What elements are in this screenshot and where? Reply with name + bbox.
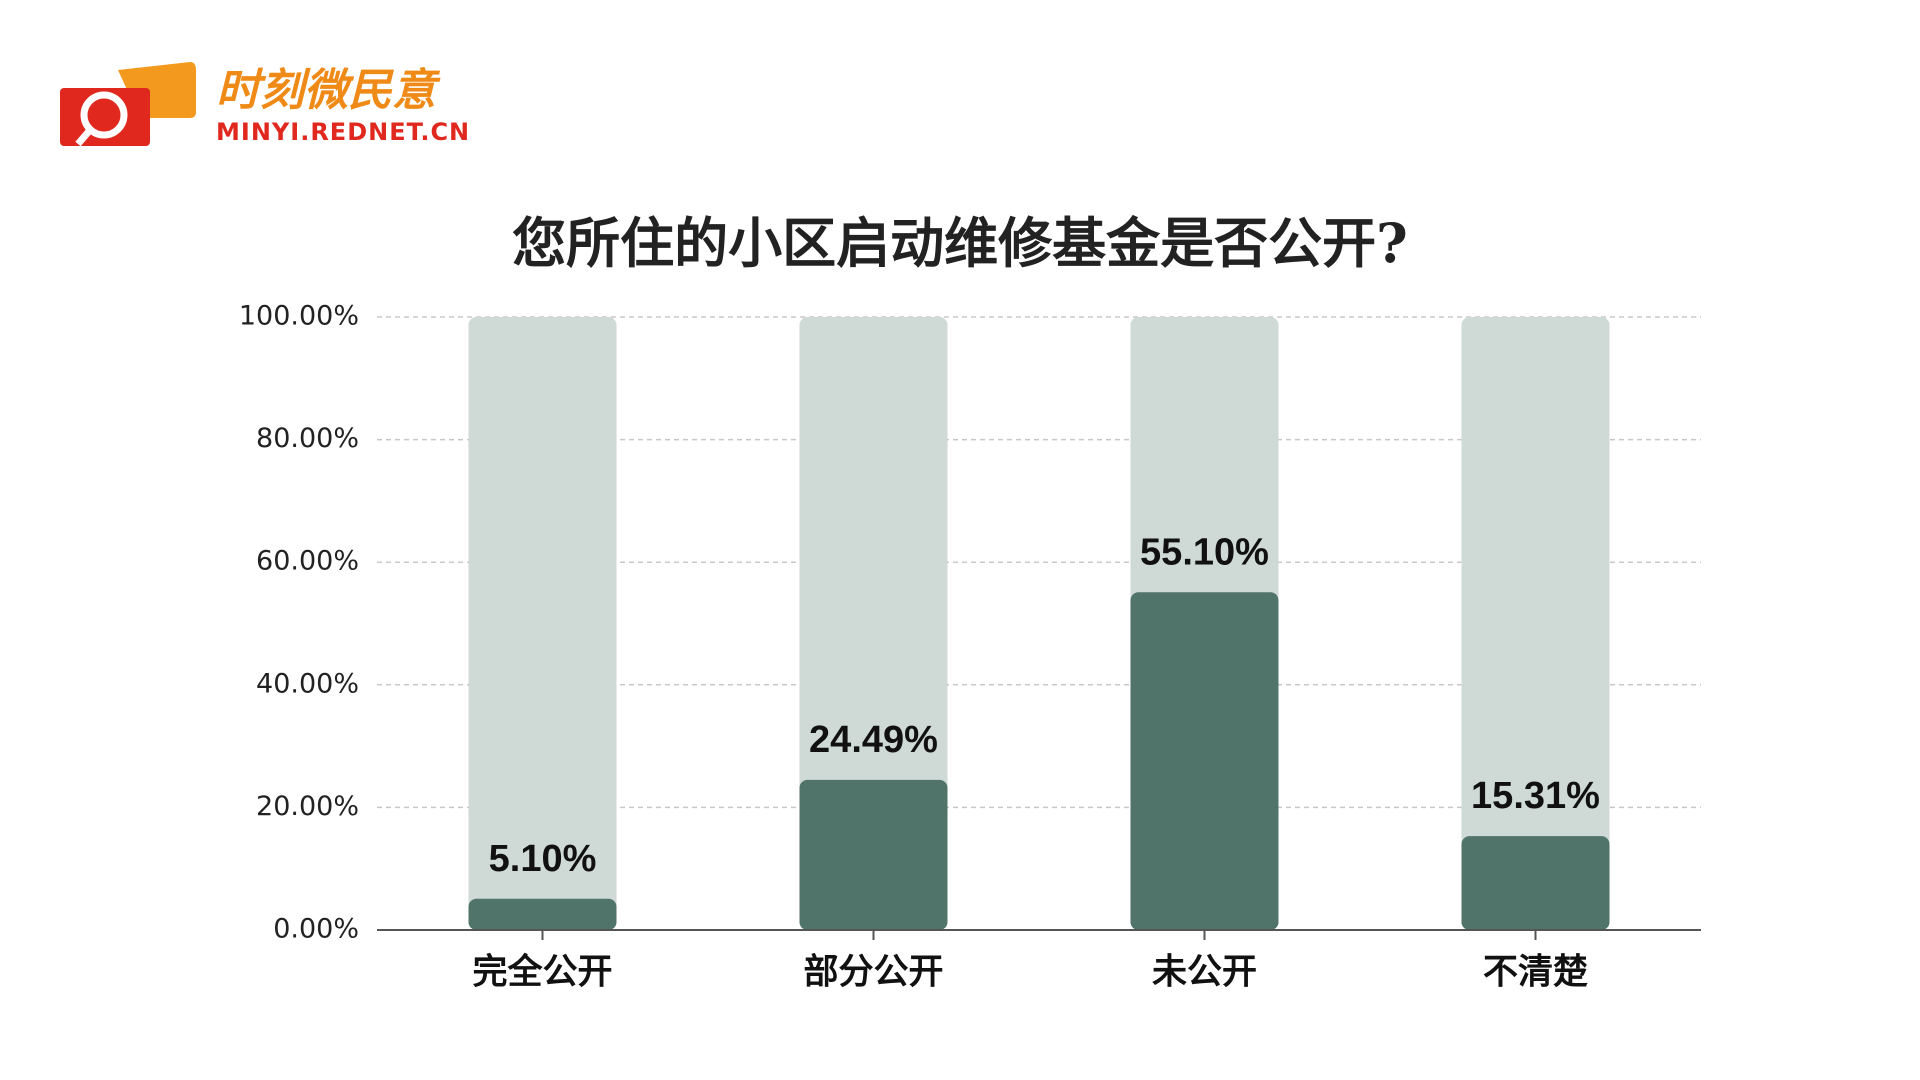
y-tick-label: 80.00% bbox=[256, 423, 359, 454]
bar-track bbox=[799, 317, 948, 930]
logo-shape bbox=[60, 88, 150, 146]
value-label: 5.10% bbox=[489, 838, 597, 880]
bar bbox=[468, 898, 617, 930]
y-tick-label: 100.00% bbox=[239, 301, 359, 332]
y-tick-label: 60.00% bbox=[256, 546, 359, 577]
bar-track bbox=[468, 317, 617, 930]
y-tick-label: 40.00% bbox=[256, 668, 359, 699]
logo-shape bbox=[80, 91, 128, 139]
x-tick-label: 不清楚 bbox=[1483, 952, 1588, 993]
x-tick-label: 部分公开 bbox=[803, 952, 943, 993]
bar bbox=[799, 779, 948, 930]
y-tick-label: 0.00% bbox=[273, 914, 359, 945]
logo-shape bbox=[75, 127, 93, 147]
bar-track bbox=[1461, 317, 1610, 930]
x-tick-label: 完全公开 bbox=[472, 952, 612, 993]
logo-name: 时刻微民意 bbox=[216, 65, 441, 116]
y-tick-label: 20.00% bbox=[256, 791, 359, 822]
logo: 时刻微民意 MINYI.REDNET.CN bbox=[60, 62, 470, 147]
chart-title: 您所住的小区启动维修基金是否公开? bbox=[512, 211, 1408, 275]
bar bbox=[1461, 836, 1610, 930]
logo-site: MINYI.REDNET.CN bbox=[216, 118, 470, 146]
value-label: 24.49% bbox=[809, 719, 938, 761]
x-tick-label: 未公开 bbox=[1152, 952, 1257, 993]
value-label: 55.10% bbox=[1140, 531, 1269, 573]
value-label: 15.31% bbox=[1471, 775, 1600, 817]
bar bbox=[1130, 592, 1279, 930]
